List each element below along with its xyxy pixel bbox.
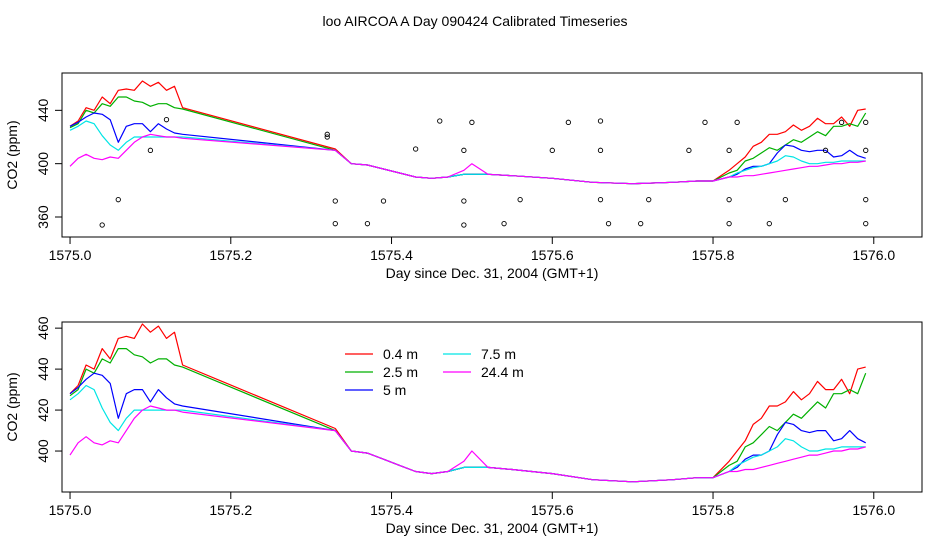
x-tick-label: 1575.2 <box>209 502 252 518</box>
scatter-point <box>325 135 329 139</box>
y-tick-label: 440 <box>35 98 51 122</box>
scatter-point <box>438 119 442 123</box>
y-tick-label: 360 <box>35 205 51 229</box>
scatter-point <box>100 223 104 227</box>
scatter-point <box>381 199 385 203</box>
scatter-point <box>462 199 466 203</box>
scatter-point <box>727 148 731 152</box>
legend-label: 0.4 m <box>383 346 418 362</box>
top-panel: 1575.0 1575.2 1575.4 1575.6 1575.8 1576.0 360 4… <box>4 73 922 281</box>
series-line-4 <box>70 406 866 482</box>
scatter-point <box>470 120 474 124</box>
y-tick-label: 400 <box>35 152 51 176</box>
scatter-point <box>727 197 731 201</box>
scatter-point <box>703 120 707 124</box>
scatter-point <box>333 199 337 203</box>
y-tick-label: 420 <box>35 398 51 422</box>
scatter-point <box>148 148 152 152</box>
legend-label: 24.4 m <box>481 364 524 380</box>
scatter-point <box>365 221 369 225</box>
chart-title: loo AIRCOA A Day 090424 Calibrated Times… <box>322 13 627 29</box>
series-line-3 <box>70 386 866 482</box>
scatter-point <box>767 221 771 225</box>
x-tick-label: 1575.6 <box>531 247 574 263</box>
scatter-point <box>598 119 602 123</box>
series-line-2 <box>70 113 866 184</box>
chart-svg: loo AIRCOA A Day 090424 Calibrated Times… <box>0 0 950 550</box>
scatter-point <box>333 221 337 225</box>
bottom-panel: 1575.0 1575.2 1575.4 1575.6 1575.8 1576.0 400 4… <box>4 316 922 536</box>
scatter-point <box>164 117 168 121</box>
scatter-point <box>864 221 868 225</box>
scatter-point <box>638 221 642 225</box>
y-tick-label: 460 <box>35 316 51 340</box>
series-line-2 <box>70 373 866 482</box>
scatter-point <box>687 148 691 152</box>
scatter-point <box>116 197 120 201</box>
legend-label: 2.5 m <box>383 364 418 380</box>
x-tick-label: 1575.8 <box>692 502 735 518</box>
x-tick-label: 1576.0 <box>852 247 895 263</box>
chart-figure: loo AIRCOA A Day 090424 Calibrated Times… <box>0 0 950 550</box>
scatter-point <box>839 120 843 124</box>
y-tick-label: 400 <box>35 439 51 463</box>
legend-label: 7.5 m <box>481 346 516 362</box>
scatter-point <box>518 197 522 201</box>
y-axis-label: CO2 (ppm) <box>4 372 20 441</box>
y-axis-label: CO2 (ppm) <box>4 120 20 189</box>
scatter-point <box>647 197 651 201</box>
scatter-point <box>735 120 739 124</box>
scatter-point <box>462 148 466 152</box>
scatter-point <box>550 148 554 152</box>
scatter-point <box>864 148 868 152</box>
x-tick-label: 1575.4 <box>370 247 413 263</box>
y-tick-label: 440 <box>35 357 51 381</box>
x-tick-label: 1575.0 <box>49 247 92 263</box>
x-axis-label: Day since Dec. 31, 2004 (GMT+1) <box>386 265 599 281</box>
x-tick-label: 1575.6 <box>531 502 574 518</box>
series-line-3 <box>70 121 866 184</box>
legend-label: 5 m <box>383 382 406 398</box>
scatter-point <box>783 197 787 201</box>
scatter-point <box>413 147 417 151</box>
scatter-point <box>606 221 610 225</box>
scatter-point <box>864 197 868 201</box>
scatter-point <box>598 148 602 152</box>
series-line-1 <box>70 349 866 482</box>
x-axis-label: Day since Dec. 31, 2004 (GMT+1) <box>386 520 599 536</box>
legend: 0.4 m 2.5 m 5 m 7.5 m 24.4 m <box>345 346 524 398</box>
x-tick-label: 1575.0 <box>49 502 92 518</box>
scatter-point <box>598 197 602 201</box>
x-tick-label: 1575.8 <box>692 247 735 263</box>
plot-frame <box>62 73 922 237</box>
scatter-point <box>502 221 506 225</box>
scatter-point <box>727 221 731 225</box>
x-tick-label: 1575.4 <box>370 502 413 518</box>
scatter-point <box>462 223 466 227</box>
x-tick-label: 1575.2 <box>209 247 252 263</box>
series-line-4 <box>70 134 866 183</box>
x-tick-label: 1576.0 <box>852 502 895 518</box>
scatter-point <box>566 120 570 124</box>
scatter-point <box>864 120 868 124</box>
